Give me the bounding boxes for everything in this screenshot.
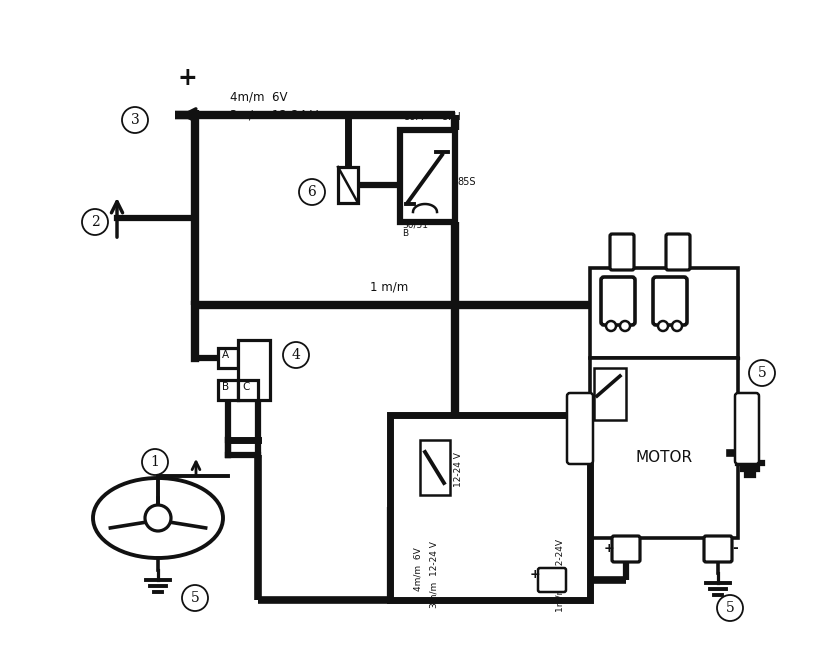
Bar bbox=[390, 415, 590, 600]
Text: 85S: 85S bbox=[457, 177, 475, 187]
FancyBboxPatch shape bbox=[567, 393, 593, 464]
Bar bbox=[238, 340, 270, 400]
Text: +: + bbox=[604, 542, 615, 555]
Text: 2: 2 bbox=[91, 215, 100, 229]
Text: MOTOR: MOTOR bbox=[635, 451, 692, 466]
Circle shape bbox=[182, 585, 208, 611]
Circle shape bbox=[717, 595, 743, 621]
FancyBboxPatch shape bbox=[601, 277, 635, 325]
FancyBboxPatch shape bbox=[653, 277, 687, 325]
Text: 86M: 86M bbox=[403, 112, 424, 122]
FancyBboxPatch shape bbox=[704, 536, 732, 562]
Circle shape bbox=[606, 321, 616, 331]
Text: 5: 5 bbox=[190, 591, 199, 605]
Text: 5: 5 bbox=[726, 601, 734, 615]
Circle shape bbox=[620, 321, 630, 331]
Bar bbox=[590, 268, 738, 358]
Circle shape bbox=[672, 321, 682, 331]
Circle shape bbox=[142, 449, 168, 475]
Bar bbox=[590, 358, 738, 538]
Bar bbox=[420, 440, 450, 495]
Circle shape bbox=[749, 360, 775, 386]
Bar bbox=[594, 368, 626, 420]
Bar bbox=[218, 348, 238, 368]
Circle shape bbox=[299, 179, 325, 205]
Circle shape bbox=[82, 209, 108, 235]
Text: 6: 6 bbox=[307, 185, 316, 199]
Text: +: + bbox=[178, 66, 198, 90]
Text: 3m/m  12-24 V: 3m/m 12-24 V bbox=[429, 542, 438, 608]
Bar bbox=[617, 252, 627, 268]
Text: 1 m/m: 1 m/m bbox=[370, 281, 408, 294]
Ellipse shape bbox=[93, 478, 223, 558]
Text: 4m/m  6V: 4m/m 6V bbox=[414, 547, 423, 591]
FancyBboxPatch shape bbox=[666, 234, 690, 270]
Text: 4: 4 bbox=[292, 348, 301, 362]
Circle shape bbox=[283, 342, 309, 368]
Bar bbox=[238, 380, 258, 400]
Text: 3: 3 bbox=[131, 113, 139, 127]
Text: 3m/m  12-24 V: 3m/m 12-24 V bbox=[230, 109, 318, 122]
Bar bbox=[338, 167, 358, 203]
Text: 4m/m  6V: 4m/m 6V bbox=[230, 91, 288, 104]
FancyBboxPatch shape bbox=[538, 568, 566, 592]
Text: 30/51: 30/51 bbox=[402, 220, 428, 229]
FancyBboxPatch shape bbox=[612, 536, 640, 562]
Text: 1m/m  6-12-24V: 1m/m 6-12-24V bbox=[555, 538, 564, 611]
FancyBboxPatch shape bbox=[735, 393, 759, 464]
Text: 12-24 V: 12-24 V bbox=[454, 453, 463, 487]
Text: B: B bbox=[222, 382, 229, 392]
FancyBboxPatch shape bbox=[610, 234, 634, 270]
Circle shape bbox=[658, 321, 668, 331]
Text: 5: 5 bbox=[757, 366, 766, 380]
Text: C: C bbox=[242, 382, 250, 392]
Circle shape bbox=[122, 107, 148, 133]
Text: 87H: 87H bbox=[441, 112, 461, 122]
Text: A: A bbox=[222, 350, 229, 360]
Bar bbox=[400, 130, 455, 222]
Text: B: B bbox=[402, 229, 408, 238]
Bar bbox=[673, 252, 683, 268]
Text: 1: 1 bbox=[151, 455, 159, 469]
Text: +: + bbox=[530, 568, 541, 581]
Circle shape bbox=[145, 505, 171, 531]
Bar bbox=[218, 380, 238, 400]
Text: -: - bbox=[732, 541, 737, 555]
